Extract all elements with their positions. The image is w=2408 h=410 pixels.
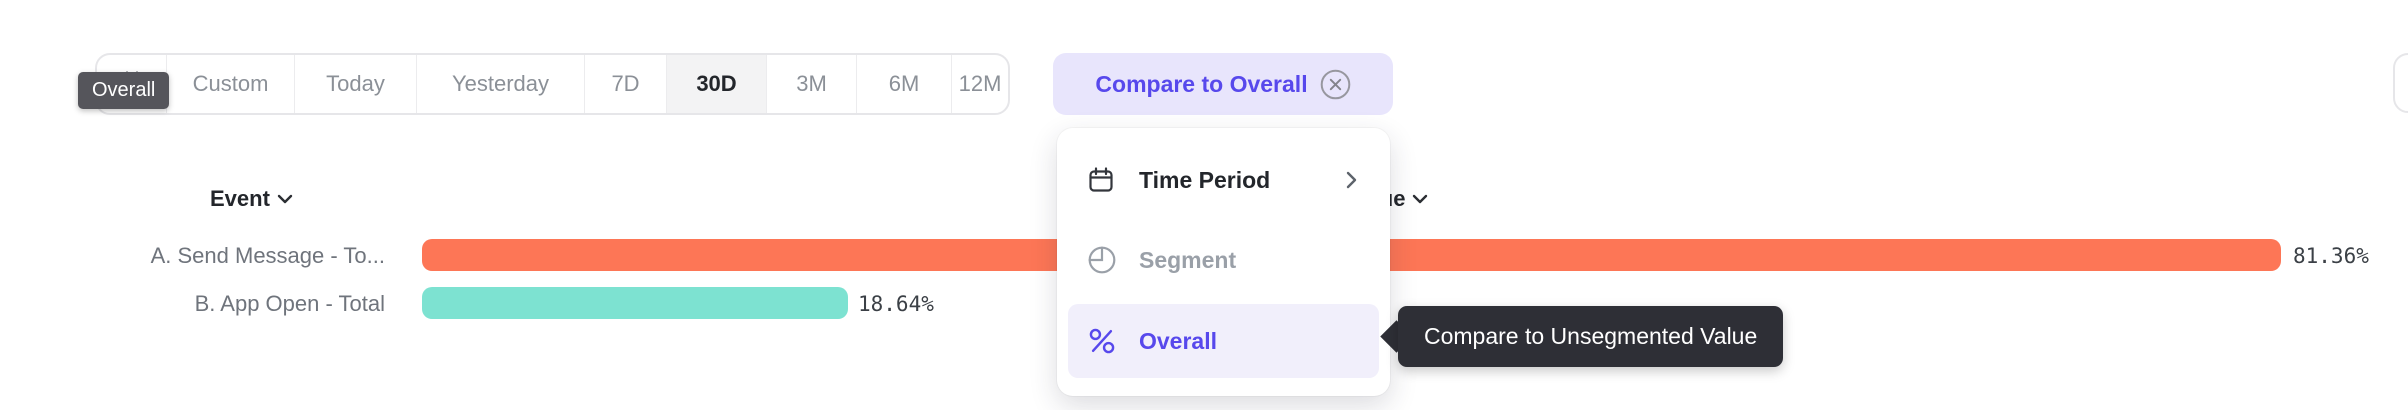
compare-unsegmented-tooltip: Compare to Unsegmented Value xyxy=(1398,306,1784,367)
toolbar-button-7d[interactable]: 7D xyxy=(585,55,667,113)
event-header-label: Event xyxy=(210,186,270,211)
toolbar-button-3m[interactable]: 3M xyxy=(767,55,857,113)
percent-icon xyxy=(1087,325,1117,357)
toolbar-button-custom[interactable]: Custom xyxy=(167,55,295,113)
menu-item-label: Overall xyxy=(1139,327,1217,354)
compare-dropdown-menu: Time Period Segment Overall xyxy=(1057,128,1390,396)
overall-hover-tooltip: Overall xyxy=(78,72,170,109)
segment-icon xyxy=(1087,245,1117,275)
calendar-icon xyxy=(1087,166,1117,194)
row-label-b: B. App Open - Total xyxy=(194,291,385,316)
menu-item-segment[interactable]: Segment xyxy=(1068,222,1379,298)
toolbar-button-12m[interactable]: 12M xyxy=(958,71,1002,96)
time-range-button-group: Custom Today Yesterday 7D 30D 3M 6M 12M xyxy=(95,53,1010,115)
clipped-right-button[interactable] xyxy=(2393,53,2408,113)
menu-item-overall[interactable]: Overall xyxy=(1068,304,1379,378)
bar-value-a: 81.36% xyxy=(2293,244,2369,268)
menu-item-time-period[interactable]: Time Period xyxy=(1068,142,1379,218)
chevron-down-icon xyxy=(1412,194,1428,204)
menu-item-label: Time Period xyxy=(1139,166,1271,193)
compare-to-overall-pill[interactable]: Compare to Overall xyxy=(1053,53,1393,115)
toolbar-button-yesterday[interactable]: Yesterday xyxy=(417,55,585,113)
toolbar-button-today[interactable]: Today xyxy=(295,55,417,113)
toolbar-button-30d[interactable]: 30D xyxy=(667,55,767,113)
menu-item-label: Segment xyxy=(1139,246,1237,273)
chart-bar[interactable] xyxy=(422,287,848,319)
compare-pill-label: Compare to Overall xyxy=(1095,70,1308,97)
chevron-right-icon xyxy=(1346,171,1357,189)
event-column-header[interactable]: Event xyxy=(210,186,293,212)
chevron-down-icon xyxy=(277,194,293,204)
bar-value-b: 18.64% xyxy=(858,292,934,316)
toolbar-button-6m[interactable]: 6M xyxy=(857,55,952,113)
remove-compare-icon[interactable] xyxy=(1320,69,1351,100)
row-label-a: A. Send Message - To... xyxy=(150,243,385,268)
